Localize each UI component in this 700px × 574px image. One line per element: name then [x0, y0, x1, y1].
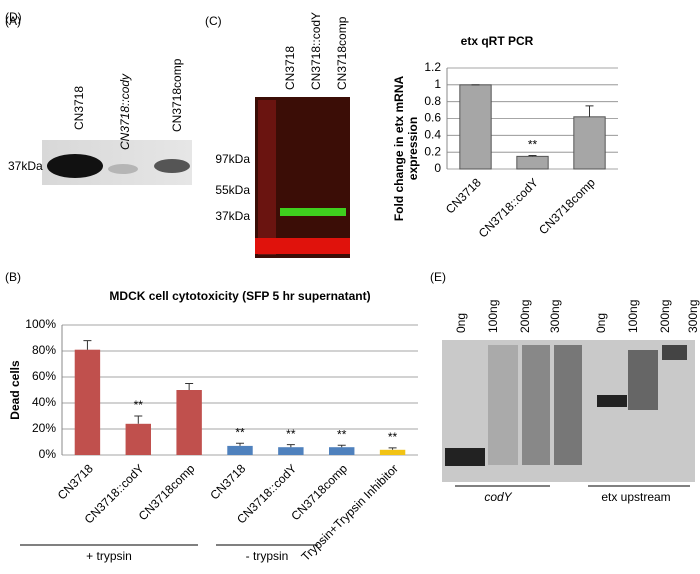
error-bar [134, 415, 143, 424]
annotation: ** [134, 398, 144, 412]
y-axis-label: expression [406, 117, 420, 180]
band [554, 345, 582, 465]
marker-label: 55kDa [215, 183, 250, 197]
error-bar [185, 383, 194, 390]
bar [329, 447, 355, 455]
y-tick-label: 100% [25, 317, 56, 331]
y-tick-label: 1 [434, 77, 441, 91]
x-tick-label: CN3718 [443, 175, 484, 216]
panel-label: (A) [5, 14, 21, 28]
x-tick-label: Trypsin+Trypsin Inhibitor [299, 461, 401, 563]
panel-label: (D) [5, 10, 22, 24]
marker-label: 37kDa [8, 159, 43, 173]
bar [459, 84, 492, 170]
band [628, 350, 658, 410]
y-tick-label: 0.4 [424, 128, 441, 142]
y-tick-label: 40% [32, 395, 56, 409]
lane-label: 0ng [594, 313, 608, 333]
marker-label: 37kDa [215, 209, 250, 223]
error-bar [337, 444, 346, 448]
group-label: codY [484, 490, 512, 504]
error-bar [83, 340, 92, 350]
y-axis-label: Dead cells [8, 360, 22, 420]
lane-label: 300ng [548, 300, 562, 333]
annotation: ** [528, 138, 538, 152]
band [108, 164, 138, 174]
y-tick-label: 0.6 [424, 111, 441, 125]
y-tick-label: 20% [32, 421, 56, 435]
lane-label: CN3718comp [170, 58, 184, 132]
bar [74, 349, 101, 455]
lane-label: CN3718::codY [309, 12, 323, 90]
band [597, 395, 627, 407]
lane-label: 200ng [658, 300, 672, 333]
group-label: etx upstream [601, 490, 670, 504]
band [662, 345, 687, 360]
y-axis-label: Fold change in etx mRNA [392, 75, 406, 221]
lane-label: 100ng [626, 300, 640, 333]
lane-label: 300ng [686, 300, 700, 333]
x-tick-label: CN3718 [207, 461, 248, 502]
ladder [258, 100, 276, 255]
panel-label: (B) [5, 270, 21, 284]
y-tick-label: 0.2 [424, 144, 441, 158]
error-bar [585, 105, 594, 117]
lane-label: 0ng [454, 313, 468, 333]
bar [125, 423, 151, 455]
band [522, 345, 550, 465]
y-tick-label: 80% [32, 343, 56, 357]
error-bar [236, 442, 244, 446]
y-tick-label: 60% [32, 369, 56, 383]
y-tick-label: 1.2 [424, 60, 441, 74]
lane-label: CN3718 [72, 86, 86, 130]
marker-label: 97kDa [215, 152, 250, 166]
bar [227, 445, 253, 455]
panel-label: (C) [205, 14, 222, 28]
lane-label: 100ng [486, 300, 500, 333]
group-label: - trypsin [246, 549, 289, 563]
band [47, 154, 103, 178]
error-bar [388, 447, 397, 450]
x-tick-label: CN3718 [55, 461, 96, 502]
panel-label: (E) [430, 270, 446, 284]
annotation: ** [337, 427, 347, 441]
y-tick-label: 0.8 [424, 94, 441, 108]
lane-label: CN3718 [283, 46, 297, 90]
band [488, 345, 518, 465]
band [255, 238, 350, 254]
group-label: + trypsin [86, 549, 132, 563]
lane-label: CN3718comp [335, 16, 349, 90]
lane-label: CN3718::cody [118, 73, 132, 150]
band [280, 208, 346, 216]
x-tick-label: CN3718comp [536, 175, 598, 237]
chart-title: MDCK cell cytotoxicity (SFP 5 hr superna… [109, 289, 370, 303]
error-bar [286, 444, 295, 448]
annotation: ** [388, 430, 398, 444]
chart-title: etx qRT PCR [461, 34, 534, 48]
error-bar [528, 155, 537, 157]
x-tick-label: CN3718::codY [476, 175, 541, 240]
annotation: ** [235, 425, 245, 439]
bar [176, 390, 202, 455]
band [445, 448, 485, 466]
bar [516, 155, 549, 170]
bar [573, 116, 606, 170]
band [154, 159, 190, 173]
y-tick-label: 0% [39, 447, 57, 461]
lane-label: 200ng [518, 300, 532, 333]
bar [278, 447, 304, 455]
bar [379, 449, 406, 455]
annotation: ** [286, 427, 296, 441]
y-tick-label: 0 [434, 161, 441, 175]
